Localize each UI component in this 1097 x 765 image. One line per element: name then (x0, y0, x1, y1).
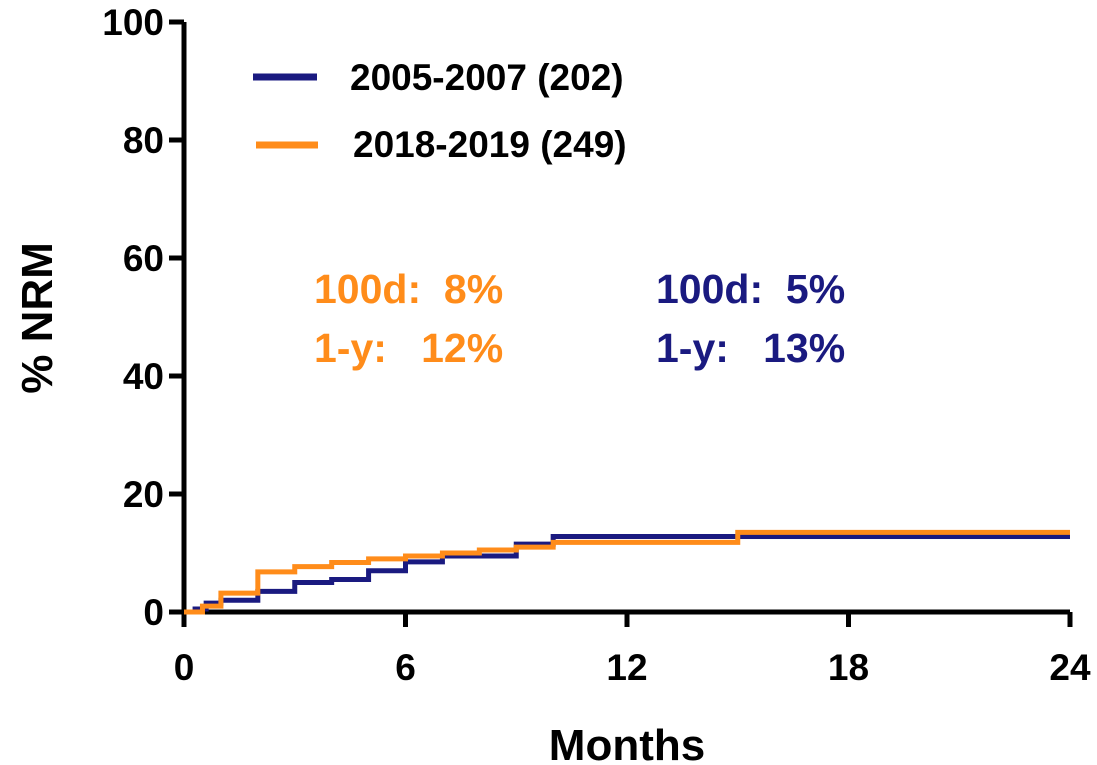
y-tick-label: 80 (123, 120, 164, 161)
series-lines (184, 529, 1070, 615)
x-ticks: 0 6 12 18 24 (174, 612, 1091, 688)
annotation-2018-2019: 100d: 8% 1-y: 12% (314, 266, 503, 371)
series-line-1 (184, 533, 1070, 615)
annotation-blue-1y: 1-y: 13% (656, 325, 845, 371)
axes (181, 22, 1070, 615)
annotation-orange-1y: 1-y: 12% (314, 325, 503, 371)
legend: 2005-2007 (202) 2018-2019 (249) (253, 57, 627, 165)
y-axis-title: % NRM (13, 242, 62, 394)
x-axis-title: Months (549, 721, 705, 765)
annotation-2005-2007: 100d: 5% 1-y: 13% (656, 266, 845, 371)
y-tick-label: 0 (143, 592, 164, 633)
series-line-2 (184, 529, 1070, 615)
x-tick-label: 24 (1049, 647, 1091, 688)
x-tick-label: 0 (174, 647, 195, 688)
y-tick-label: 40 (123, 356, 164, 397)
y-ticks: 0 20 40 60 80 100 (102, 2, 184, 633)
y-tick-label: 100 (102, 2, 164, 43)
annotation-blue-100d: 100d: 5% (656, 266, 845, 312)
x-tick-label: 18 (828, 647, 869, 688)
x-tick-label: 6 (395, 647, 416, 688)
y-tick-label: 60 (123, 238, 164, 279)
x-tick-label: 12 (606, 647, 647, 688)
legend-label-series-1: 2005-2007 (202) (350, 57, 624, 98)
annotation-orange-100d: 100d: 8% (314, 266, 503, 312)
legend-label-series-2: 2018-2019 (249) (353, 124, 627, 165)
y-tick-label: 20 (123, 474, 164, 515)
